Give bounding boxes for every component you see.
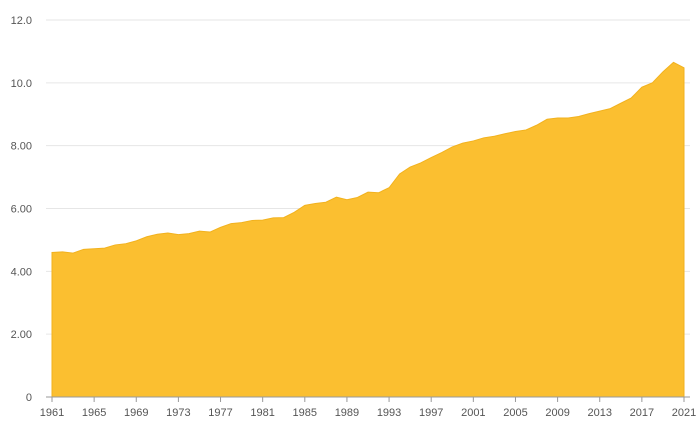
y-tick-label: 0 <box>26 392 32 404</box>
x-tick-label: 2021 <box>672 407 696 419</box>
x-tick-label: 2017 <box>630 407 654 419</box>
x-tick-label: 2009 <box>545 407 569 419</box>
y-tick-label: 10.0 <box>11 78 32 90</box>
axes <box>46 396 690 402</box>
x-tick-label: 2013 <box>587 407 611 419</box>
x-tick-label: 1997 <box>419 407 443 419</box>
y-tick-labels: 0 2.00 4.00 6.00 8.00 10.0 12.0 <box>11 15 32 404</box>
x-tick-label: 2001 <box>461 407 485 419</box>
x-tick-label: 1973 <box>166 407 190 419</box>
x-tick-label: 1977 <box>208 407 232 419</box>
y-tick-label: 12.0 <box>11 15 32 27</box>
x-tick-label: 1989 <box>335 407 359 419</box>
x-tick-label: 1961 <box>40 407 64 419</box>
y-tick-label: 2.00 <box>11 329 32 341</box>
y-tick-label: 6.00 <box>11 204 32 216</box>
y-tick-label: 8.00 <box>11 141 32 153</box>
x-tick-label: 1993 <box>377 407 401 419</box>
x-tick-label: 1969 <box>124 407 148 419</box>
x-tick-label: 2005 <box>503 407 527 419</box>
series-area <box>51 61 685 398</box>
area-series-fill <box>51 61 685 398</box>
x-tick-label: 1965 <box>82 407 106 419</box>
x-tick-label: 1985 <box>293 407 317 419</box>
y-tick-label: 4.00 <box>11 266 32 278</box>
x-tick-labels: 1961 1965 1969 1973 1977 1981 1985 1989 1993 1997… <box>40 407 696 419</box>
x-tick-label: 1981 <box>250 407 274 419</box>
